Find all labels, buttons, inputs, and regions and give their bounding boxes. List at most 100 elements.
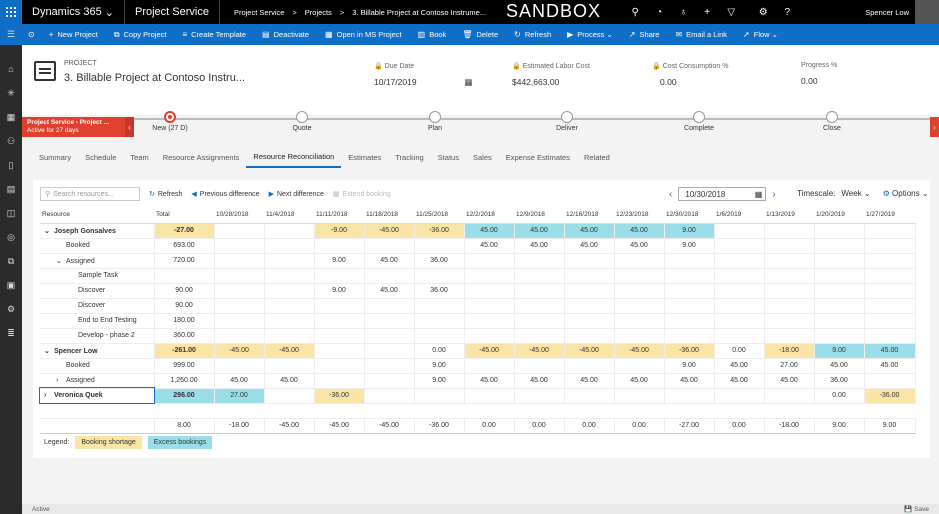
chart-icon[interactable]: ◫ (6, 207, 16, 218)
value-cell[interactable]: 9.00 (314, 283, 365, 299)
document-icon[interactable]: ▯ (8, 159, 14, 170)
value-cell[interactable] (314, 298, 365, 314)
value-cell[interactable] (214, 298, 265, 314)
value-cell[interactable]: 0.00 (414, 343, 465, 359)
value-cell[interactable] (564, 388, 615, 404)
filter-icon[interactable]: ▽ (727, 6, 736, 18)
value-cell[interactable] (814, 223, 865, 239)
bpf-stage[interactable]: Close (802, 111, 862, 132)
value-cell[interactable] (464, 298, 515, 314)
value-cell[interactable] (714, 253, 765, 269)
value-cell[interactable] (814, 268, 865, 284)
table-row[interactable]: Discover 90.00 9.00 45.00 36.00 (40, 283, 916, 299)
value-cell[interactable] (714, 328, 765, 344)
value-cell[interactable]: -45.00 (214, 343, 265, 359)
value-cell[interactable]: 45.00 (264, 373, 315, 389)
value-cell[interactable] (814, 283, 865, 299)
bpf-next-icon[interactable]: › (930, 117, 939, 137)
value-cell[interactable] (764, 388, 815, 404)
value-cell[interactable] (464, 283, 515, 299)
value-cell[interactable] (314, 313, 365, 329)
expand-chevron-icon[interactable]: ⌄ (44, 347, 50, 355)
value-cell[interactable] (714, 268, 765, 284)
value-cell[interactable]: 9.00 (814, 343, 865, 359)
value-cell[interactable]: -36.00 (664, 343, 715, 359)
value-cell[interactable] (864, 268, 916, 284)
back-button[interactable]: ⊙ (28, 30, 35, 39)
table-row[interactable]: Booked 693.00 45.00 45.00 45.00 45.00 9.00 (40, 238, 916, 254)
value-cell[interactable] (414, 313, 465, 329)
value-cell[interactable] (464, 388, 515, 404)
value-cell[interactable] (614, 328, 665, 344)
table-row[interactable]: Sample Task (40, 268, 916, 284)
org-icon[interactable]: ⧉ (7, 255, 15, 266)
tab-status[interactable]: Status (437, 152, 459, 162)
value-cell[interactable] (314, 238, 365, 254)
value-cell[interactable] (814, 313, 865, 329)
open-ms-project-button[interactable]: ▦ Open in MS Project (317, 24, 410, 45)
value-cell[interactable] (364, 328, 415, 344)
value-cell[interactable] (214, 328, 265, 344)
value-cell[interactable] (614, 358, 665, 374)
value-cell[interactable]: 45.00 (514, 373, 565, 389)
value-cell[interactable] (264, 358, 315, 374)
value-cell[interactable]: 9.00 (414, 358, 465, 374)
value-cell[interactable]: -45.00 (514, 343, 565, 359)
value-cell[interactable] (714, 313, 765, 329)
value-cell[interactable] (814, 328, 865, 344)
value-cell[interactable] (514, 268, 565, 284)
resource-cell[interactable]: › Assigned (40, 373, 155, 389)
value-cell[interactable] (214, 253, 265, 269)
value-cell[interactable] (764, 328, 815, 344)
value-cell[interactable]: 45.00 (714, 373, 765, 389)
table-row[interactable]: › Assigned 1,260.00 45.00 45.00 9.00 45.00 45.0… (40, 373, 916, 389)
value-cell[interactable] (764, 268, 815, 284)
user-name[interactable]: Spencer Low (865, 7, 909, 17)
total-cell[interactable]: 296.00 (154, 388, 215, 404)
value-cell[interactable] (714, 298, 765, 314)
value-cell[interactable] (514, 298, 565, 314)
value-cell[interactable]: 45.00 (564, 238, 615, 254)
value-cell[interactable] (864, 328, 916, 344)
value-cell[interactable] (264, 253, 315, 269)
value-cell[interactable] (364, 238, 415, 254)
tasks-icon[interactable]: ▣ (6, 279, 16, 290)
value-cell[interactable]: 9.00 (664, 238, 715, 254)
value-cell[interactable]: 45.00 (714, 358, 765, 374)
total-cell[interactable]: 90.00 (154, 283, 215, 299)
book-button[interactable]: ▥ Book (410, 24, 455, 45)
table-row[interactable]: Discover 90.00 (40, 298, 916, 314)
value-cell[interactable] (614, 388, 665, 404)
tab-expense-estimates[interactable]: Expense Estimates (505, 152, 570, 162)
value-cell[interactable] (514, 253, 565, 269)
total-cell[interactable]: 180.00 (154, 313, 215, 329)
value-cell[interactable] (564, 253, 615, 269)
value-cell[interactable] (314, 268, 365, 284)
value-cell[interactable] (214, 223, 265, 239)
value-cell[interactable] (664, 268, 715, 284)
value-cell[interactable] (514, 388, 565, 404)
value-cell[interactable] (714, 238, 765, 254)
value-cell[interactable] (464, 253, 515, 269)
app-launcher-icon[interactable] (0, 0, 22, 24)
value-cell[interactable] (864, 223, 916, 239)
resource-cell[interactable]: ⌄ Joseph Gonsalves (40, 223, 155, 239)
resource-cell[interactable]: End to End Testing (40, 313, 155, 329)
calendar-icon[interactable]: ▦ (464, 77, 473, 87)
value-cell[interactable] (414, 298, 465, 314)
options-button[interactable]: ⚙ Options ⌄ (883, 189, 929, 198)
value-cell[interactable]: 45.00 (364, 283, 415, 299)
report-icon[interactable]: ▤ (6, 183, 16, 194)
resource-cell[interactable]: Booked (40, 238, 155, 254)
value-cell[interactable] (264, 268, 315, 284)
timescale-select[interactable]: Week ⌄ (841, 189, 871, 198)
value-cell[interactable] (564, 298, 615, 314)
deactivate-button[interactable]: ▤ Deactivate (254, 24, 317, 45)
value-cell[interactable]: -45.00 (264, 343, 315, 359)
value-cell[interactable] (614, 313, 665, 329)
value-cell[interactable]: 45.00 (814, 358, 865, 374)
value-cell[interactable] (764, 238, 815, 254)
tab-tracking[interactable]: Tracking (395, 152, 424, 162)
share-button[interactable]: ↗ Share (621, 24, 668, 45)
value-cell[interactable]: -36.00 (314, 388, 365, 404)
